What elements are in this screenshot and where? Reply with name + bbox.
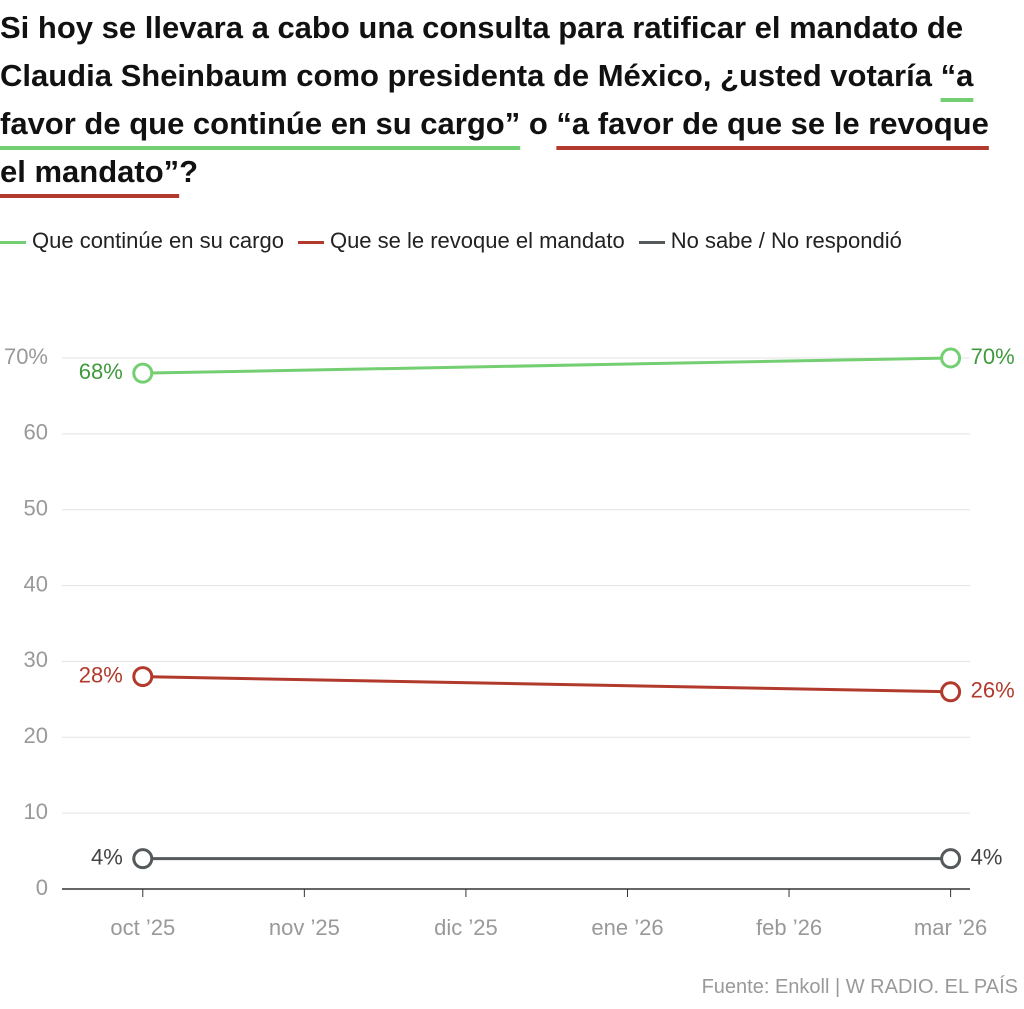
- title-part: Si hoy se llevara a cabo una consulta pa…: [0, 10, 964, 93]
- point: [940, 347, 962, 369]
- title-part: “a favor de que continúe en su cargo”: [0, 58, 974, 141]
- point: [940, 681, 962, 703]
- x-tick-label: mar ’26: [914, 915, 987, 940]
- y-tick-label: 50: [24, 496, 48, 521]
- legend-label: Que se le revoque el mandato: [329, 228, 625, 253]
- value-label: 70%: [971, 344, 1015, 369]
- series-line: [142, 675, 951, 694]
- point: [940, 848, 962, 870]
- title-part: ?: [179, 154, 199, 189]
- value-label: 4%: [91, 844, 123, 869]
- value-label: 28%: [79, 662, 123, 687]
- point: [132, 848, 154, 870]
- legend: Que continúe en su cargo Que se le revoqu…: [0, 220, 1000, 262]
- legend-swatch: [0, 240, 26, 244]
- y-tick-label: 10: [24, 799, 48, 824]
- legend-label: No sabe / No respondió: [670, 228, 902, 253]
- series-line: [142, 356, 951, 375]
- x-tick-label: nov ’25: [269, 915, 340, 940]
- y-tick-label: 0: [36, 875, 48, 900]
- source: Fuente: Enkoll | W RADIO. EL PAÍS: [701, 976, 1018, 998]
- legend-label: Que continúe en su cargo: [32, 228, 284, 253]
- legend-swatch: [297, 240, 324, 244]
- y-tick-label: 20: [24, 723, 48, 748]
- title-part: o: [520, 106, 557, 141]
- legend-item: Que continúe en su cargo: [0, 228, 284, 253]
- point: [132, 666, 154, 688]
- y-tick-label: 30: [24, 647, 48, 672]
- y-tick-label: 60: [24, 420, 48, 445]
- x-tick-label: feb ’26: [756, 915, 822, 940]
- legend-item: No sabe / No respondió: [638, 228, 902, 253]
- chart-title: Si hoy se llevara a cabo una consulta pa…: [0, 4, 1010, 196]
- y-tick-label: 70%: [4, 344, 48, 369]
- point: [132, 362, 154, 384]
- x-tick-label: dic ’25: [434, 915, 498, 940]
- value-label: 26%: [971, 678, 1015, 703]
- title-part: “a favor de que se le revoque el mandato…: [0, 106, 989, 189]
- y-tick-label: 40: [24, 571, 48, 596]
- x-tick-label: oct ’25: [110, 915, 175, 940]
- value-label: 68%: [79, 359, 123, 384]
- legend-item: Que se le revoque el mandato: [297, 228, 625, 253]
- value-label: 4%: [971, 844, 1003, 869]
- x-tick-label: ene ’26: [591, 915, 663, 940]
- legend-swatch: [638, 240, 665, 244]
